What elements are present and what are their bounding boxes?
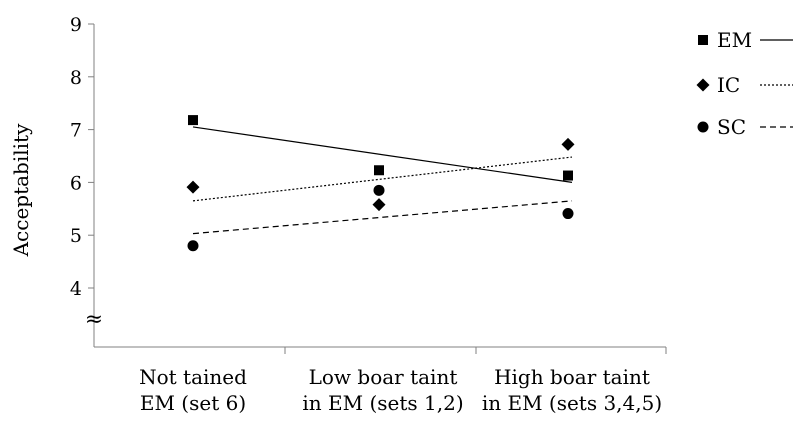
x-category-label: Not tained EM (set 6) (139, 365, 247, 415)
y-tick-label: 4 (70, 278, 82, 300)
y-axis: 4 5 6 7 8 9 (70, 14, 95, 347)
data-point-sc (373, 184, 385, 196)
data-point-sc (187, 240, 199, 252)
legend: EM IC SC (696, 28, 793, 139)
y-tick-label: 6 (70, 172, 82, 194)
x-axis: Not tained EM (set 6) Low boar taint in EM … (94, 346, 667, 415)
data-point-em (188, 115, 198, 126)
x-category-label: High boar taint in EM (sets 3,4,5) (482, 365, 662, 415)
y-tick-label: 9 (70, 14, 82, 36)
legend-marker-sc (697, 121, 709, 133)
y-axis-title: Acceptability (9, 123, 33, 257)
trend-line-em (192, 126, 573, 183)
y-tick-label: 5 (70, 225, 82, 247)
legend-label-ic: IC (717, 73, 740, 97)
data-point-sc (562, 208, 574, 220)
trend-line-sc (192, 200, 573, 235)
data-point-em (563, 170, 573, 181)
legend-label-em: EM (717, 28, 752, 52)
y-tick-label: 7 (70, 120, 82, 142)
data-point-ic (372, 198, 386, 212)
data-point-ic (186, 180, 200, 194)
trend-line-ic (192, 156, 573, 202)
legend-marker-ic (696, 78, 710, 92)
data-points (186, 115, 575, 252)
legend-marker-em (698, 35, 708, 45)
trend-lines (192, 126, 573, 235)
legend-label-sc: SC (717, 115, 746, 139)
y-tick-label: 8 (70, 67, 82, 89)
data-point-ic (561, 137, 575, 151)
x-category-label: Low boar taint in EM (sets 1,2) (302, 365, 463, 415)
data-point-em (374, 165, 384, 176)
axis-break-mark: ≈ (85, 307, 103, 332)
